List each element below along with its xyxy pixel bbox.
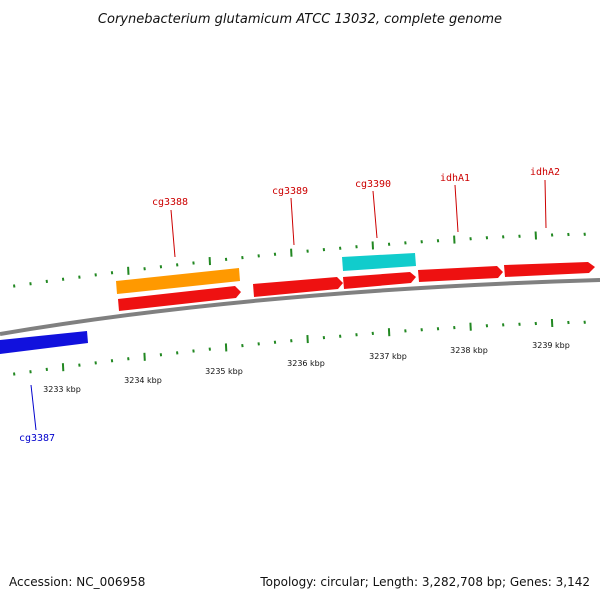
genome-title: Corynebacterium glutamicum ATCC 13032, c… [98, 12, 502, 27]
gene-label-leaders [30, 179, 547, 431]
gene-label-idhA2[interactable]: idhA2 [530, 167, 560, 178]
leader-idhA1 [454, 184, 459, 233]
gene-label-cg3387[interactable]: cg3387 [19, 433, 55, 444]
scale-label: 3239 kbp [532, 341, 570, 350]
feature-orange-bar[interactable] [116, 268, 240, 294]
gene-cg3390-arrow[interactable] [343, 272, 416, 289]
gene-cg3387-arrow[interactable] [0, 331, 88, 354]
leader-cg3387 [30, 384, 37, 431]
scale-label: 3233 kbp [43, 385, 81, 394]
scale-label: 3237 kbp [369, 352, 407, 361]
gene-cg3389-arrow[interactable] [253, 277, 343, 297]
accession-text: Accession: NC_006958 [9, 575, 145, 589]
outer-tick-track [13, 231, 586, 288]
leader-cg3389 [290, 197, 295, 246]
gene-label-idhA1[interactable]: idhA1 [440, 173, 470, 184]
gene-idhA1-arrow[interactable] [418, 266, 503, 282]
gene-label-cg3390[interactable]: cg3390 [355, 179, 391, 190]
scale-labels: 3233 kbp 3234 kbp 3235 kbp 3236 kbp 3237… [43, 341, 570, 394]
scale-label: 3238 kbp [450, 346, 488, 355]
feature-cyan-bar[interactable] [342, 253, 416, 271]
leader-idhA2 [544, 179, 547, 229]
inner-tick-track [13, 318, 586, 376]
leader-cg3388 [170, 209, 176, 258]
gene-cg3388-arrow[interactable] [118, 286, 241, 311]
scale-label: 3236 kbp [287, 359, 325, 368]
gene-idhA2-arrow[interactable] [504, 262, 595, 277]
summary-text: Topology: circular; Length: 3,282,708 bp… [259, 575, 590, 589]
gene-labels: cg3387 cg3388 cg3389 cg3390 idhA1 idhA2 [19, 167, 560, 444]
scale-label: 3234 kbp [124, 376, 162, 385]
gene-label-cg3389[interactable]: cg3389 [272, 186, 308, 197]
leader-cg3390 [372, 190, 378, 239]
genome-backbone [0, 278, 600, 336]
gene-label-cg3388[interactable]: cg3388 [152, 197, 188, 208]
scale-label: 3235 kbp [205, 367, 243, 376]
